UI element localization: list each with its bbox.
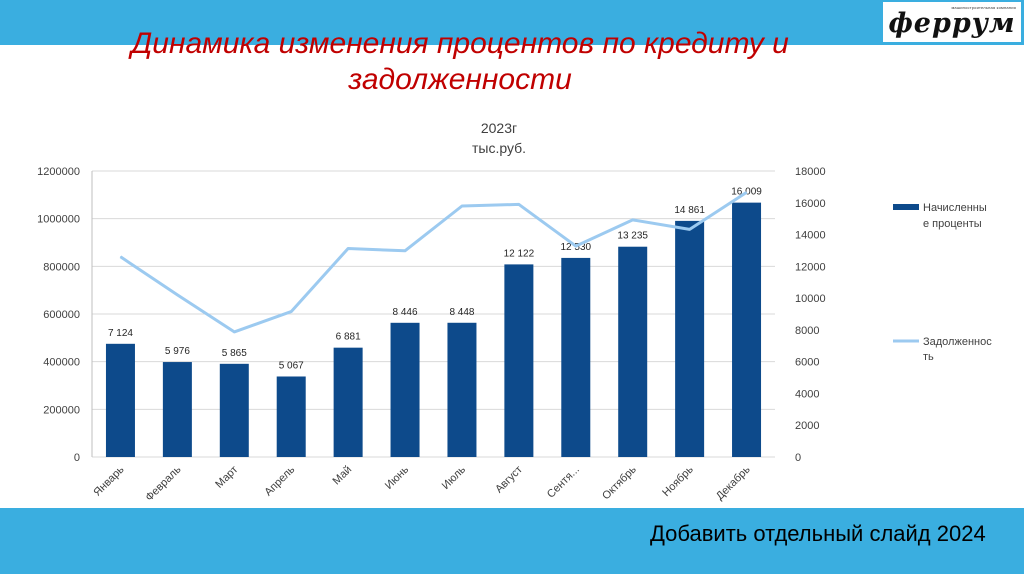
y-left-tick-label: 600000 (43, 309, 80, 321)
data-label: 12 122 (504, 248, 535, 259)
y-right-tick-label: 18000 (795, 166, 826, 178)
data-label: 8 448 (449, 307, 474, 318)
line-point (404, 250, 406, 252)
data-label: 8 446 (393, 307, 418, 318)
data-label: 14 861 (674, 205, 705, 216)
bar (333, 347, 363, 457)
line-point (176, 294, 178, 296)
footer-note: Добавить отдельный слайд 2024 (650, 521, 986, 546)
y-left-tick-label: 800000 (43, 261, 80, 273)
y-left-tick-label: 200000 (43, 404, 80, 416)
line-point (746, 191, 748, 193)
bar (561, 257, 591, 457)
y-right-tick-label: 6000 (795, 357, 819, 369)
x-tick-label: Август (493, 464, 525, 496)
legend-label-line-cont: ть (923, 351, 934, 363)
legend-label-line: Задолженнос (923, 336, 992, 348)
series-line-debt (119, 191, 748, 334)
line-point (347, 247, 349, 249)
x-tick-label: Апрель (262, 463, 297, 498)
line-point (290, 311, 292, 313)
chart-title: 2023г (481, 120, 517, 136)
x-tick-label: Декабрь (714, 463, 753, 502)
x-tick-label: Октябрь (600, 463, 639, 502)
x-tick-label: Сентя... (545, 464, 582, 501)
bottom-band (0, 508, 1024, 574)
x-tick-label: Ноябрь (660, 463, 696, 499)
data-label: 5 067 (279, 360, 304, 371)
x-tick-label: Январь (91, 463, 126, 498)
bar (618, 246, 648, 457)
y-right-tick-label: 4000 (795, 388, 819, 400)
line-point (575, 245, 577, 247)
line-point (461, 205, 463, 207)
line-point (632, 219, 634, 221)
data-label: 7 124 (108, 328, 133, 339)
bar (504, 264, 534, 457)
line-point (233, 331, 235, 333)
x-tick-label: Февраль (143, 463, 183, 503)
chart-subtitle: тыс.руб. (472, 140, 526, 156)
logo-wordmark: феррум (888, 8, 1016, 39)
bar (447, 322, 477, 457)
slide-title: Динамика изменения процентов по кредиту … (131, 27, 789, 96)
data-label: 6 881 (336, 332, 361, 343)
x-tick-label: Июнь (383, 463, 411, 491)
y-left-tick-label: 1200000 (37, 166, 80, 178)
bar (732, 202, 762, 457)
x-tick-label: Июль (440, 463, 469, 492)
line-point (518, 203, 520, 205)
bar (105, 343, 135, 457)
top-band (0, 0, 1024, 45)
y-left-tick-label: 1000000 (37, 214, 80, 226)
legend-label-bar-cont: е проценты (923, 218, 982, 230)
y-right-tick-label: 14000 (795, 230, 826, 242)
bar (675, 220, 705, 457)
bar (219, 363, 249, 457)
data-label: 5 976 (165, 346, 190, 357)
y-right-tick-label: 12000 (795, 261, 826, 273)
legend-label-bar: Начисленны (923, 202, 987, 214)
y-right-tick-label: 8000 (795, 325, 819, 337)
bar (162, 362, 192, 457)
bar (390, 322, 420, 457)
y-right-tick-label: 10000 (795, 293, 826, 305)
bar (276, 376, 306, 457)
y-right-tick-label: 16000 (795, 198, 826, 210)
x-tick-label: Май (331, 464, 355, 488)
data-label: 5 865 (222, 348, 247, 359)
y-right-tick-label: 0 (795, 452, 801, 464)
x-tick-label: Март (213, 464, 240, 491)
legend-swatch-bar (893, 204, 919, 210)
y-left-tick-label: 0 (74, 452, 80, 464)
company-logo: машиностроительная компания феррум (883, 2, 1021, 42)
data-label: 13 235 (617, 231, 648, 242)
logo-tagline: машиностроительная компания (951, 5, 1016, 10)
y-left-tick-label: 400000 (43, 357, 80, 369)
y-right-tick-label: 2000 (795, 420, 819, 432)
line-point (689, 228, 691, 230)
line-point (119, 256, 121, 258)
